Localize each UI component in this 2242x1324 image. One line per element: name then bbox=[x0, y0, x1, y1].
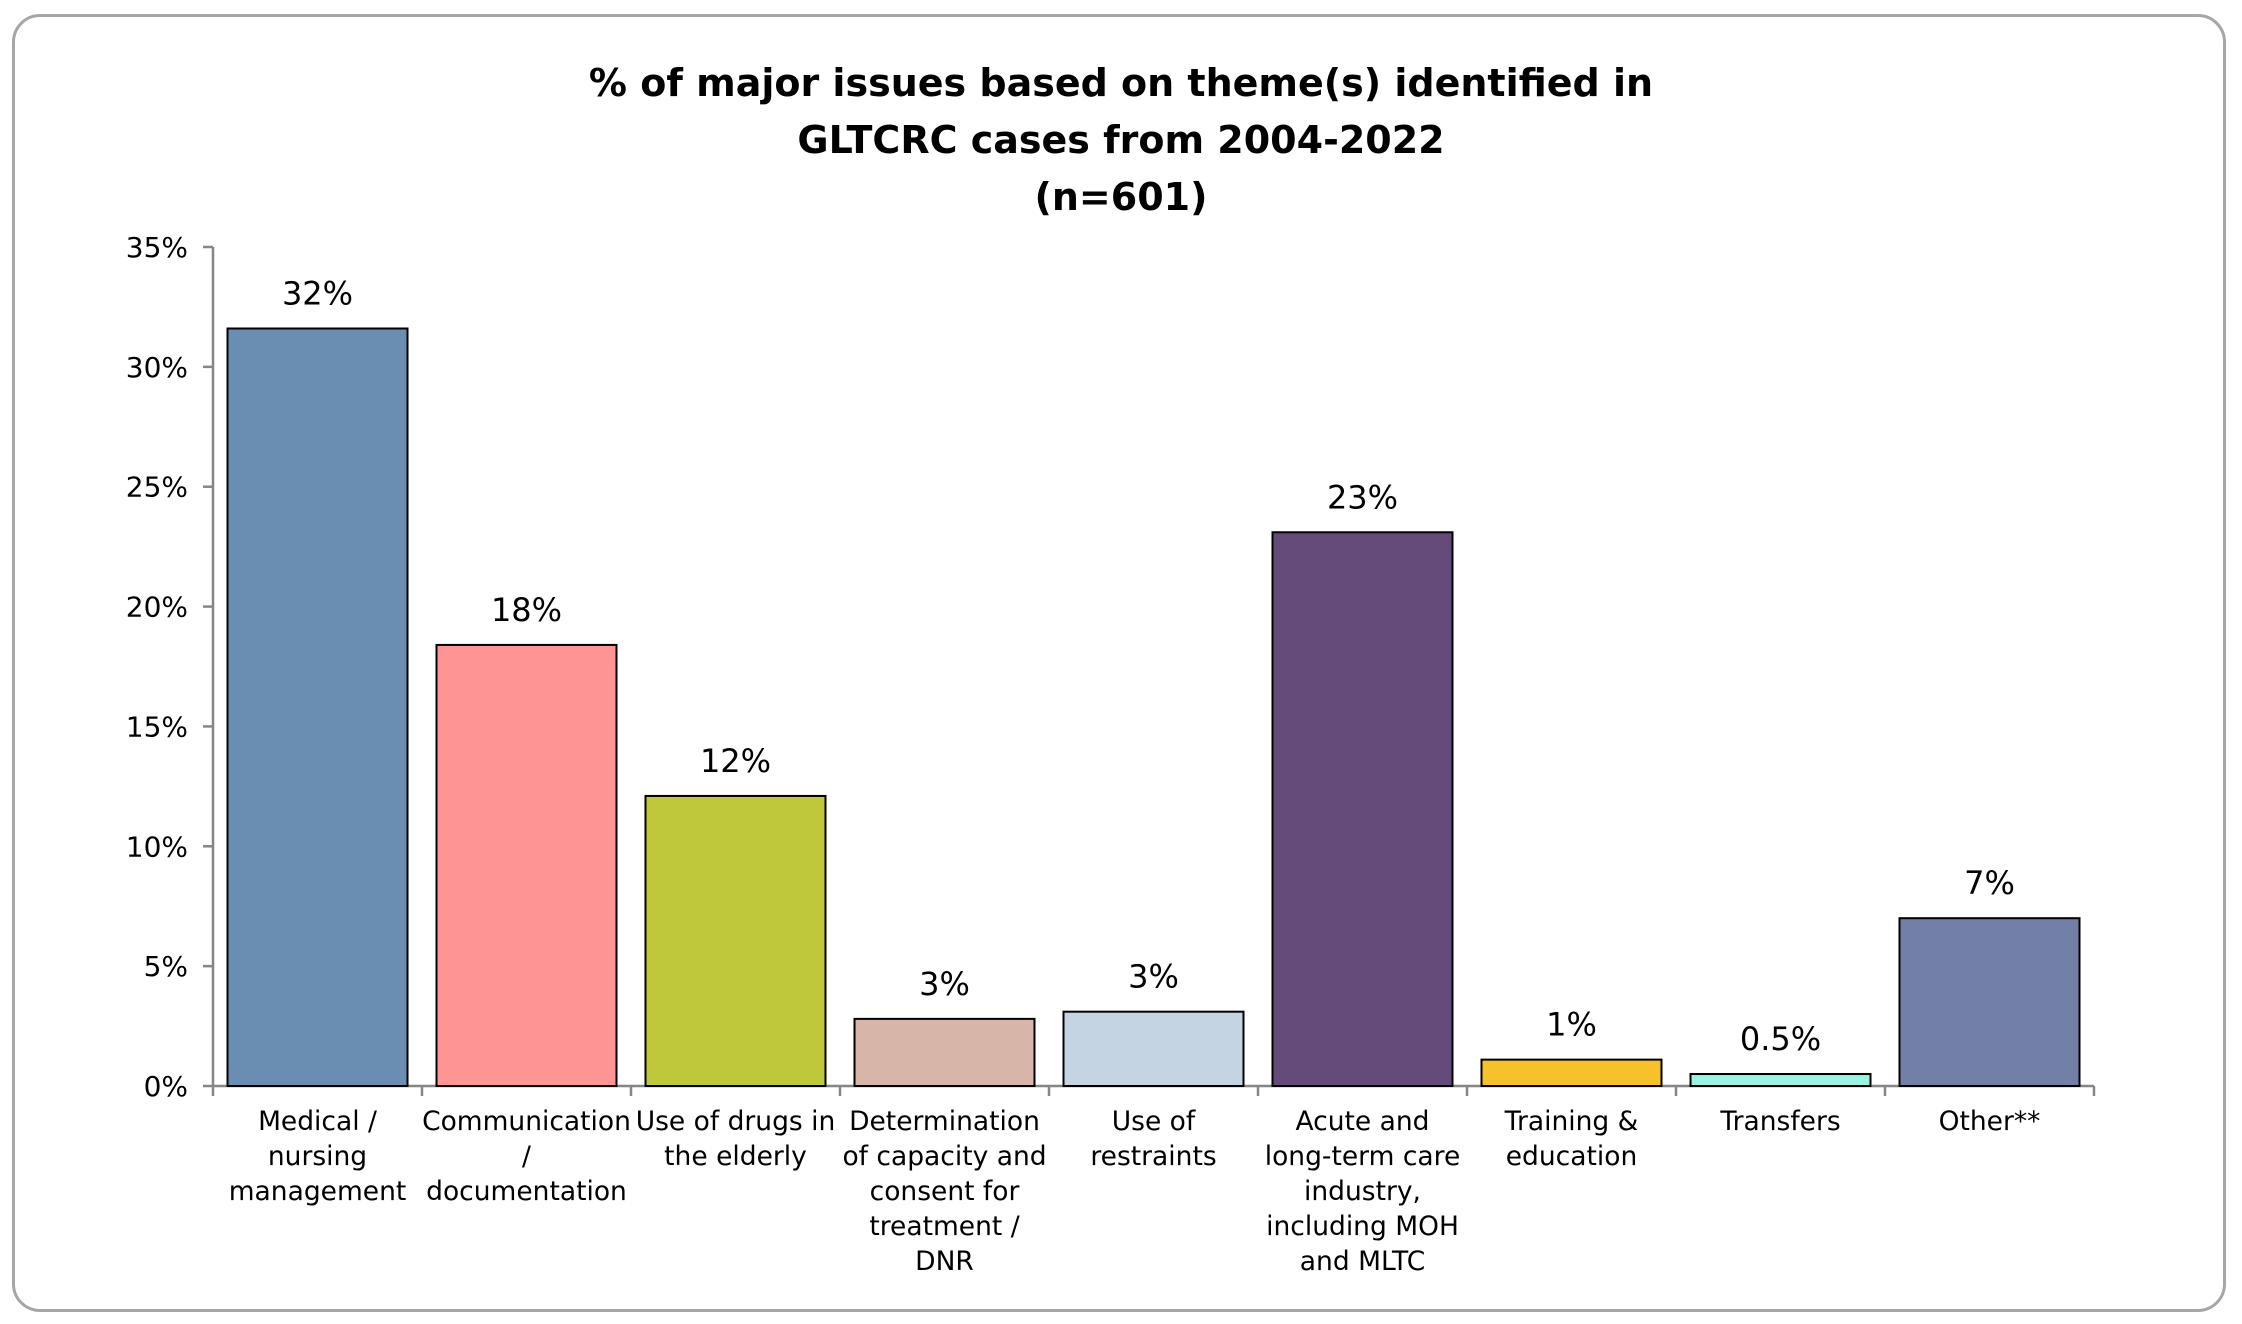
chart-title-line-3: (n=601) bbox=[1034, 175, 1208, 219]
x-category-label-line: consent for bbox=[870, 1176, 1020, 1207]
data-label: 7% bbox=[1964, 864, 2015, 902]
x-category-label: Determination of capacity and consent for t… bbox=[842, 1106, 1046, 1277]
x-category-label-line: Other** bbox=[1939, 1106, 2041, 1137]
data-label: 0.5% bbox=[1740, 1020, 1821, 1058]
x-category-label: Use of restraints bbox=[1090, 1106, 1216, 1172]
x-category-label-line: Training & bbox=[1504, 1106, 1639, 1137]
x-category-label: Communication / documentation bbox=[422, 1106, 631, 1207]
x-category-label: Use of drugs in the elderly bbox=[636, 1106, 836, 1172]
x-category-label-line: Use of drugs in bbox=[636, 1106, 836, 1137]
x-category-label: Medical / nursing management bbox=[229, 1106, 407, 1207]
x-category-label-line: restraints bbox=[1090, 1141, 1216, 1172]
x-category-label-line: Use of bbox=[1112, 1106, 1196, 1137]
y-tick-label: 30% bbox=[126, 351, 188, 384]
data-label: 1% bbox=[1546, 1006, 1597, 1044]
x-category-label-line: DNR bbox=[915, 1246, 974, 1277]
chart-title-line-1: % of major issues based on theme(s) iden… bbox=[588, 61, 1654, 105]
x-category-label: Transfers bbox=[1719, 1106, 1840, 1137]
x-category-label-line: nursing bbox=[268, 1141, 367, 1172]
bar bbox=[644, 794, 827, 1088]
x-category-label-line: and MLTC bbox=[1300, 1246, 1425, 1277]
data-label: 23% bbox=[1327, 478, 1398, 516]
bar bbox=[435, 643, 618, 1087]
x-category-label-line: management bbox=[229, 1176, 407, 1207]
data-label: 3% bbox=[1128, 958, 1179, 996]
y-tick-label: 35% bbox=[126, 231, 188, 264]
y-tick-label: 15% bbox=[126, 710, 188, 743]
axes: 0% 5% 10% 15% 20% 25% 30% 35% bbox=[126, 231, 2096, 1103]
x-category-label-line: Determination bbox=[849, 1106, 1040, 1137]
bar bbox=[1689, 1073, 1872, 1087]
chart-title-line-2: GLTCRC cases from 2004-2022 bbox=[797, 118, 1445, 162]
bar bbox=[226, 327, 409, 1087]
data-label: 3% bbox=[919, 965, 970, 1003]
x-category-label-line: long-term care bbox=[1265, 1141, 1461, 1172]
x-category-label: Training & education bbox=[1504, 1106, 1639, 1172]
bar bbox=[1898, 917, 2081, 1088]
x-category-label-line: Communication bbox=[422, 1106, 631, 1137]
data-label: 32% bbox=[282, 275, 353, 313]
x-category-label-line: Transfers bbox=[1719, 1106, 1840, 1137]
bar bbox=[1271, 531, 1454, 1087]
chart-title: % of major issues based on theme(s) iden… bbox=[0, 55, 2242, 226]
bar bbox=[1480, 1058, 1663, 1088]
y-tick-label: 10% bbox=[126, 830, 188, 863]
bars bbox=[226, 327, 2081, 1088]
y-tick-label: 20% bbox=[126, 591, 188, 624]
x-category-label-line: including MOH bbox=[1266, 1211, 1459, 1242]
x-category-label-line: industry, bbox=[1304, 1176, 1421, 1207]
bar bbox=[1062, 1010, 1245, 1088]
x-category-label-line: education bbox=[1506, 1141, 1638, 1172]
x-category-label-line: the elderly bbox=[664, 1141, 807, 1172]
y-tick-label: 25% bbox=[126, 471, 188, 504]
data-label: 18% bbox=[491, 591, 562, 629]
labels: 32% Medical / nursing management 18% Communic… bbox=[229, 275, 2041, 1277]
bar bbox=[853, 1017, 1036, 1088]
y-tick-label: 5% bbox=[144, 950, 188, 983]
y-tick-label: 0% bbox=[144, 1070, 188, 1103]
x-category-label-line: documentation bbox=[426, 1176, 627, 1207]
x-category-label-line: of capacity and bbox=[842, 1141, 1046, 1172]
x-category-label: Other** bbox=[1939, 1106, 2041, 1137]
x-category-label-line: treatment / bbox=[869, 1211, 1019, 1242]
data-label: 12% bbox=[700, 742, 771, 780]
x-category-label: Acute and long-term care industry, includin… bbox=[1265, 1106, 1461, 1277]
x-category-label-line: Medical / bbox=[258, 1106, 377, 1137]
x-category-label-line: Acute and bbox=[1295, 1106, 1429, 1137]
x-category-label-line: / bbox=[522, 1141, 531, 1172]
